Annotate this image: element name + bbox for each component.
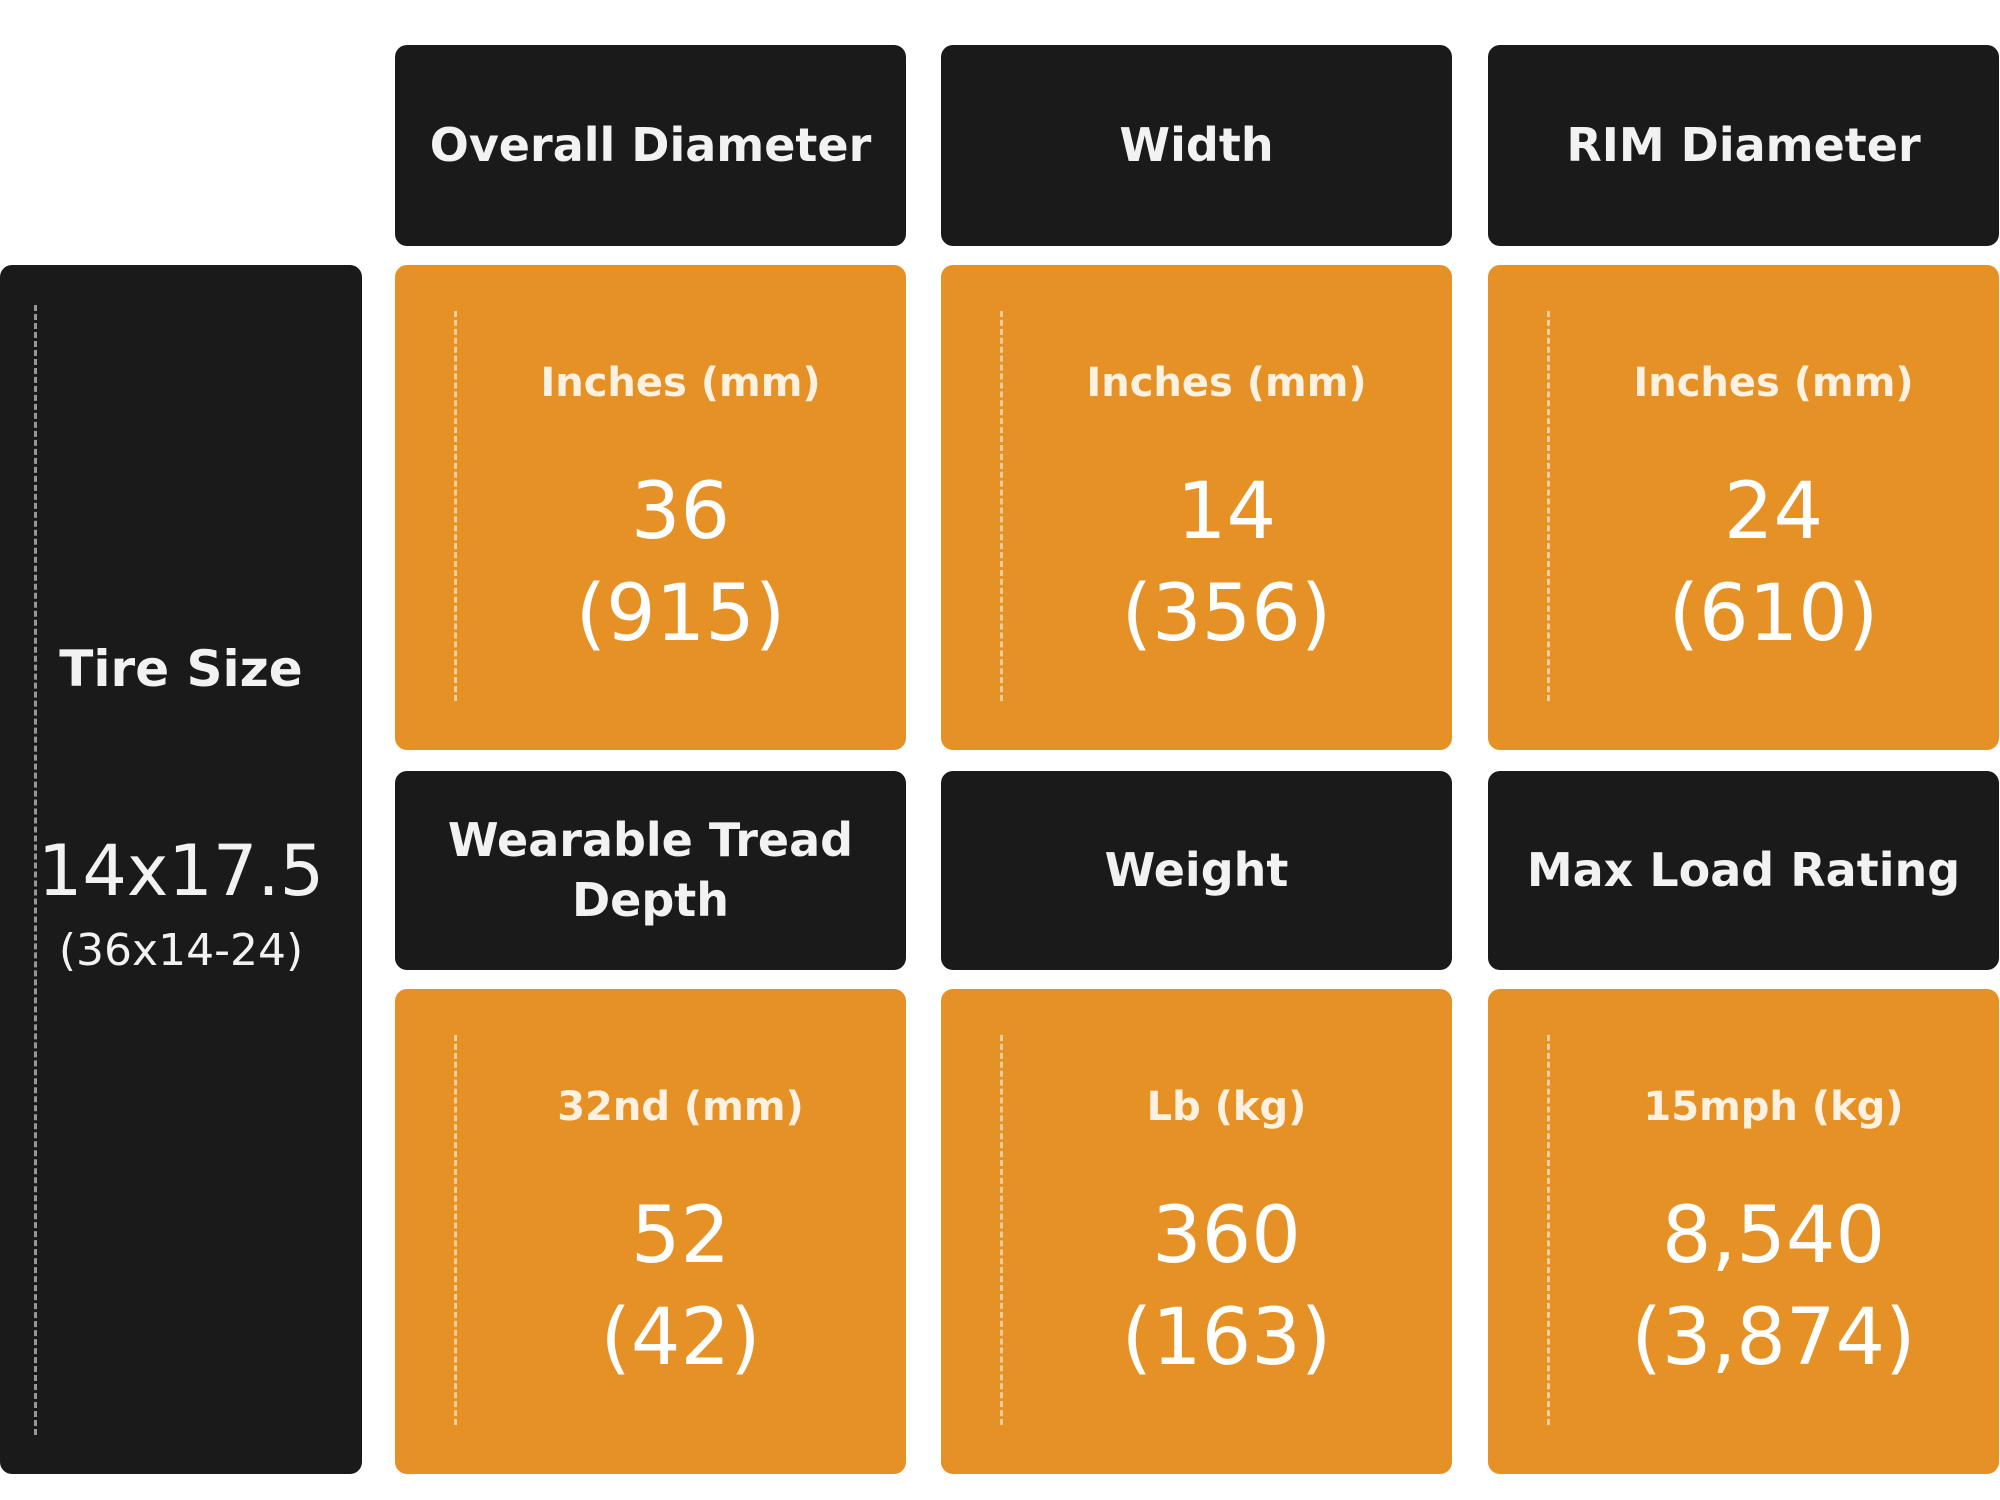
dashed-line <box>34 305 37 1435</box>
card-body: 15mph (kg) 8,540 (3,874) <box>1488 989 1999 1474</box>
unit-label: Inches (mm) <box>1086 360 1367 406</box>
card-header: Width <box>941 45 1452 246</box>
card-header: Wearable Tread Depth <box>395 771 906 970</box>
value: 14 <box>1176 467 1277 557</box>
dashed-line <box>1547 311 1550 701</box>
tire-size-panel: Tire Size 14x17.5 (36x14-24) <box>0 265 362 1474</box>
tire-size-label: Tire Size <box>59 640 303 698</box>
value: 8,540 <box>1661 1191 1886 1281</box>
dashed-line <box>1547 1035 1550 1425</box>
dashed-line <box>454 1035 457 1425</box>
card-header: RIM Diameter <box>1488 45 1999 246</box>
unit-label: Lb (kg) <box>1146 1084 1307 1130</box>
value-alt: (3,874) <box>1631 1293 1916 1383</box>
tire-size-alt: (36x14-24) <box>58 925 304 976</box>
value: 36 <box>630 467 731 557</box>
card-body: 32nd (mm) 52 (42) <box>395 989 906 1474</box>
card-body: Inches (mm) 24 (610) <box>1488 265 1999 750</box>
value-alt: (610) <box>1668 569 1879 659</box>
card-header: Max Load Rating <box>1488 771 1999 970</box>
dashed-line <box>1000 1035 1003 1425</box>
value-alt: (42) <box>600 1293 761 1383</box>
dashed-line <box>454 311 457 701</box>
unit-label: Inches (mm) <box>540 360 821 406</box>
value-alt: (163) <box>1121 1293 1332 1383</box>
card-header: Overall Diameter <box>395 45 906 246</box>
value: 360 <box>1152 1191 1301 1281</box>
unit-label: Inches (mm) <box>1633 360 1914 406</box>
unit-label: 15mph (kg) <box>1643 1084 1904 1130</box>
value: 24 <box>1723 467 1824 557</box>
card-body: Lb (kg) 360 (163) <box>941 989 1452 1474</box>
card-body: Inches (mm) 14 (356) <box>941 265 1452 750</box>
card-body: Inches (mm) 36 (915) <box>395 265 906 750</box>
value: 52 <box>630 1191 731 1281</box>
tire-size-value: 14x17.5 <box>37 830 325 912</box>
dashed-line <box>1000 311 1003 701</box>
card-header: Weight <box>941 771 1452 970</box>
value-alt: (356) <box>1121 569 1332 659</box>
unit-label: 32nd (mm) <box>557 1084 804 1130</box>
value-alt: (915) <box>575 569 786 659</box>
